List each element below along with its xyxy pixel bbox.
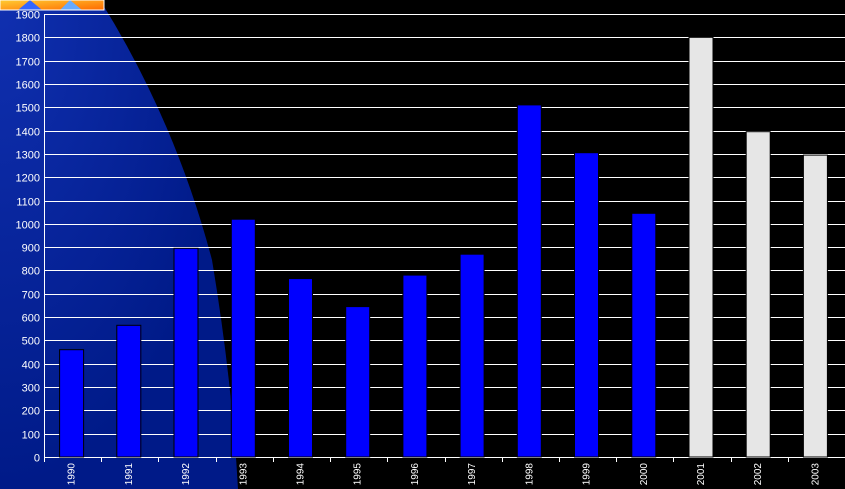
bar-2000 (631, 212, 657, 458)
x-tick-label: 1991 (124, 463, 135, 486)
y-tick-label: 900 (22, 243, 40, 255)
x-tick-labels: 1990 1991 1992 1993 1994 1995 1996 1997 1998 1999… (67, 463, 822, 486)
bar-1995 (345, 306, 371, 458)
x-tick-label: 1997 (467, 463, 478, 486)
y-tick-label: 1400 (16, 127, 40, 139)
y-tick-label: 500 (22, 336, 40, 348)
x-tick-label: 1998 (524, 463, 535, 486)
y-tick-label: 200 (22, 406, 40, 418)
axes (44, 14, 789, 462)
y-tick-label: 1300 (16, 150, 40, 162)
bar-1990 (59, 349, 85, 458)
bar-1998 (516, 104, 542, 458)
y-tick-label: 1500 (16, 103, 40, 115)
bar-2002 (745, 131, 771, 458)
y-tick-label: 800 (22, 266, 40, 278)
x-tick-label: 1992 (181, 463, 192, 486)
bar-1999 (574, 152, 599, 458)
x-tick-label: 2001 (696, 463, 707, 486)
y-tick-label: 300 (22, 383, 40, 395)
y-tick-label: 1100 (16, 197, 40, 209)
bar-1996 (402, 274, 428, 458)
y-tick-label: 0 (34, 453, 40, 465)
x-tick-label: 2003 (810, 463, 821, 486)
y-tick-label: 1600 (16, 80, 40, 92)
x-tick-label: 1993 (238, 463, 249, 486)
bars (59, 36, 828, 458)
x-tick-label: 1999 (582, 463, 593, 486)
bar-1992 (173, 247, 199, 458)
y-tick-label: 600 (22, 313, 40, 325)
bar-1991 (116, 324, 142, 458)
bar-1997 (459, 253, 485, 458)
y-tick-label: 1800 (16, 33, 40, 45)
x-tick-label: 1995 (353, 463, 364, 486)
y-tick-label: 1900 (16, 10, 40, 22)
y-tick-label: 1000 (16, 220, 40, 232)
x-tick-label: 1996 (410, 463, 421, 486)
bar-1994 (288, 278, 313, 458)
x-tick-label: 2000 (639, 463, 650, 486)
bar-1993 (230, 218, 256, 458)
y-tick-label: 1200 (16, 173, 40, 185)
bar-2003 (802, 154, 828, 458)
y-tick-label: 1700 (16, 57, 40, 69)
y-tick-labels: 0 100 200 300 400 500 600 700 800 900 1000 1100 1200… (16, 10, 40, 465)
x-tick-label: 2002 (753, 463, 764, 486)
bar-2001 (688, 36, 714, 458)
x-tick-label: 1990 (67, 463, 78, 486)
y-tick-label: 100 (22, 430, 40, 442)
x-tick-label: 1994 (295, 463, 306, 486)
y-tick-label: 400 (22, 360, 40, 372)
y-tick-label: 700 (22, 290, 40, 302)
corner-logo-icon (0, 0, 105, 11)
